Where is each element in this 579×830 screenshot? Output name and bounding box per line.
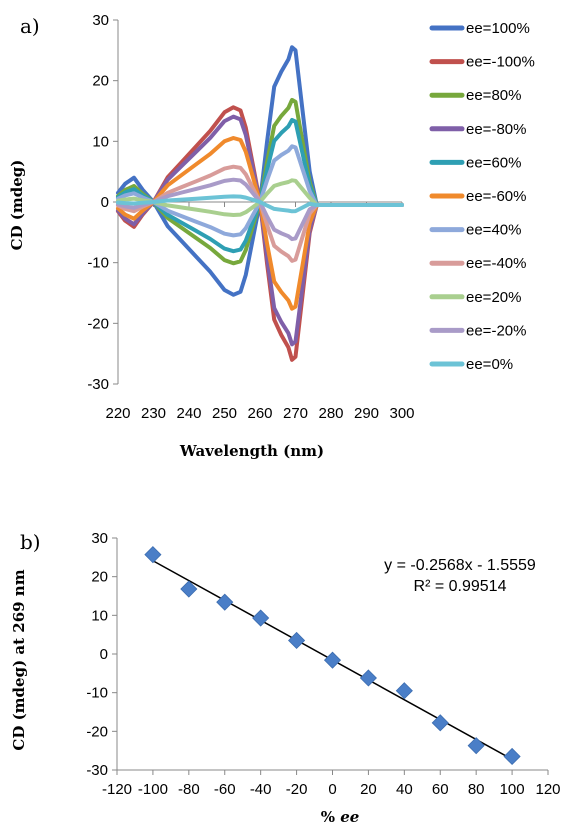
y-tick-label-b: -30 xyxy=(86,762,108,779)
x-tick-label: 280 xyxy=(318,405,343,422)
y-tick-label: -20 xyxy=(87,315,109,332)
r-squared-label: R² = 0.99514 xyxy=(414,578,507,595)
y-tick-label-b: -20 xyxy=(86,723,108,740)
y-axis-title-b: CD (mdeg) at 269 nm xyxy=(10,569,28,750)
data-point-4 xyxy=(288,631,306,650)
x-tick-label-b: 100 xyxy=(500,781,525,798)
x-tick-label-b: -100 xyxy=(138,781,168,798)
y-tick-label: 10 xyxy=(92,133,109,150)
trendline-equation: y = -0.2568x - 1.5559 xyxy=(384,557,536,574)
x-tick-label: 300 xyxy=(389,405,414,422)
panel-a-label: a) xyxy=(20,14,40,38)
legend-label-6: ee=40% xyxy=(466,222,521,239)
y-tick-label-b: 30 xyxy=(91,530,108,547)
series-line-0 xyxy=(116,45,404,297)
data-point-1 xyxy=(180,580,198,598)
x-tick-label-b: -80 xyxy=(178,781,200,798)
legend-label-4: ee=60% xyxy=(466,154,521,171)
y-tick-label: -30 xyxy=(87,376,109,393)
y-tick-label-b: 10 xyxy=(91,607,108,624)
data-point-8 xyxy=(431,714,449,732)
x-tick-label: 260 xyxy=(247,405,272,422)
series-line-1 xyxy=(116,105,404,362)
x-tick-label-b: -40 xyxy=(250,781,272,798)
panel-b-label: b) xyxy=(20,530,41,554)
x-tick-label-b: 20 xyxy=(360,781,377,798)
x-tick-label: 230 xyxy=(141,405,166,422)
y-tick-label: -10 xyxy=(87,255,109,272)
x-axis-title: Wavelength (nm) xyxy=(179,442,324,460)
legend-label-8: ee=20% xyxy=(466,289,521,306)
x-tick-label: 250 xyxy=(212,405,237,422)
x-tick-label-b: 60 xyxy=(432,781,449,798)
legend-label-1: ee=-100% xyxy=(466,54,535,71)
x-tick-label: 270 xyxy=(283,405,308,422)
y-tick-label-b: 0 xyxy=(100,646,108,663)
x-axis-title-b: % ee xyxy=(321,808,360,826)
x-tick-label-b: 80 xyxy=(468,781,485,798)
legend-label-2: ee=80% xyxy=(466,87,521,104)
x-tick-label: 220 xyxy=(105,405,130,422)
x-tick-label-b: -120 xyxy=(102,781,132,798)
x-tick-label-b: -20 xyxy=(286,781,308,798)
data-point-3 xyxy=(252,609,270,627)
data-point-2 xyxy=(216,593,234,611)
series-line-8 xyxy=(116,178,404,217)
y-tick-label: 0 xyxy=(101,194,109,211)
series-line-10 xyxy=(116,194,404,214)
data-point-9 xyxy=(467,737,485,755)
legend-label-5: ee=-60% xyxy=(466,188,526,205)
x-tick-label-b: 120 xyxy=(535,781,560,798)
y-tick-label-b: -10 xyxy=(86,685,108,702)
legend-label-10: ee=0% xyxy=(466,356,513,373)
y-axis-title: CD (mdeg) xyxy=(8,160,26,251)
y-tick-label: 20 xyxy=(92,73,109,90)
series-line-2 xyxy=(116,97,404,266)
data-point-5 xyxy=(323,651,342,669)
x-axis-title-b-italic: ee xyxy=(340,808,359,826)
x-tick-label: 240 xyxy=(176,405,201,422)
data-point-0 xyxy=(144,546,162,564)
legend-label-7: ee=-40% xyxy=(466,255,526,272)
data-point-10 xyxy=(503,747,521,766)
y-tick-label-b: 20 xyxy=(91,569,108,586)
x-tick-label-b: -60 xyxy=(214,781,236,798)
trendline xyxy=(152,560,513,760)
cd-spectra-chart: -30 -20 -10 0 10 20 30 220 230 240 250 260 270 280 290… xyxy=(8,12,535,460)
legend-label-9: ee=-20% xyxy=(466,322,526,339)
series-line-5 xyxy=(116,136,404,311)
series-line-9 xyxy=(116,177,404,242)
x-tick-label: 290 xyxy=(354,405,379,422)
legend-label-0: ee=100% xyxy=(466,20,530,37)
x-tick-label-b: 0 xyxy=(328,781,336,798)
y-tick-label: 30 xyxy=(92,12,109,29)
series-line-6 xyxy=(116,144,404,238)
data-point-7 xyxy=(395,682,413,700)
series-line-3 xyxy=(116,114,404,347)
x-tick-label-b: 40 xyxy=(396,781,413,798)
legend-label-3: ee=-80% xyxy=(466,121,526,138)
x-axis-title-b-text: % xyxy=(321,808,340,826)
data-point-6 xyxy=(359,669,377,687)
